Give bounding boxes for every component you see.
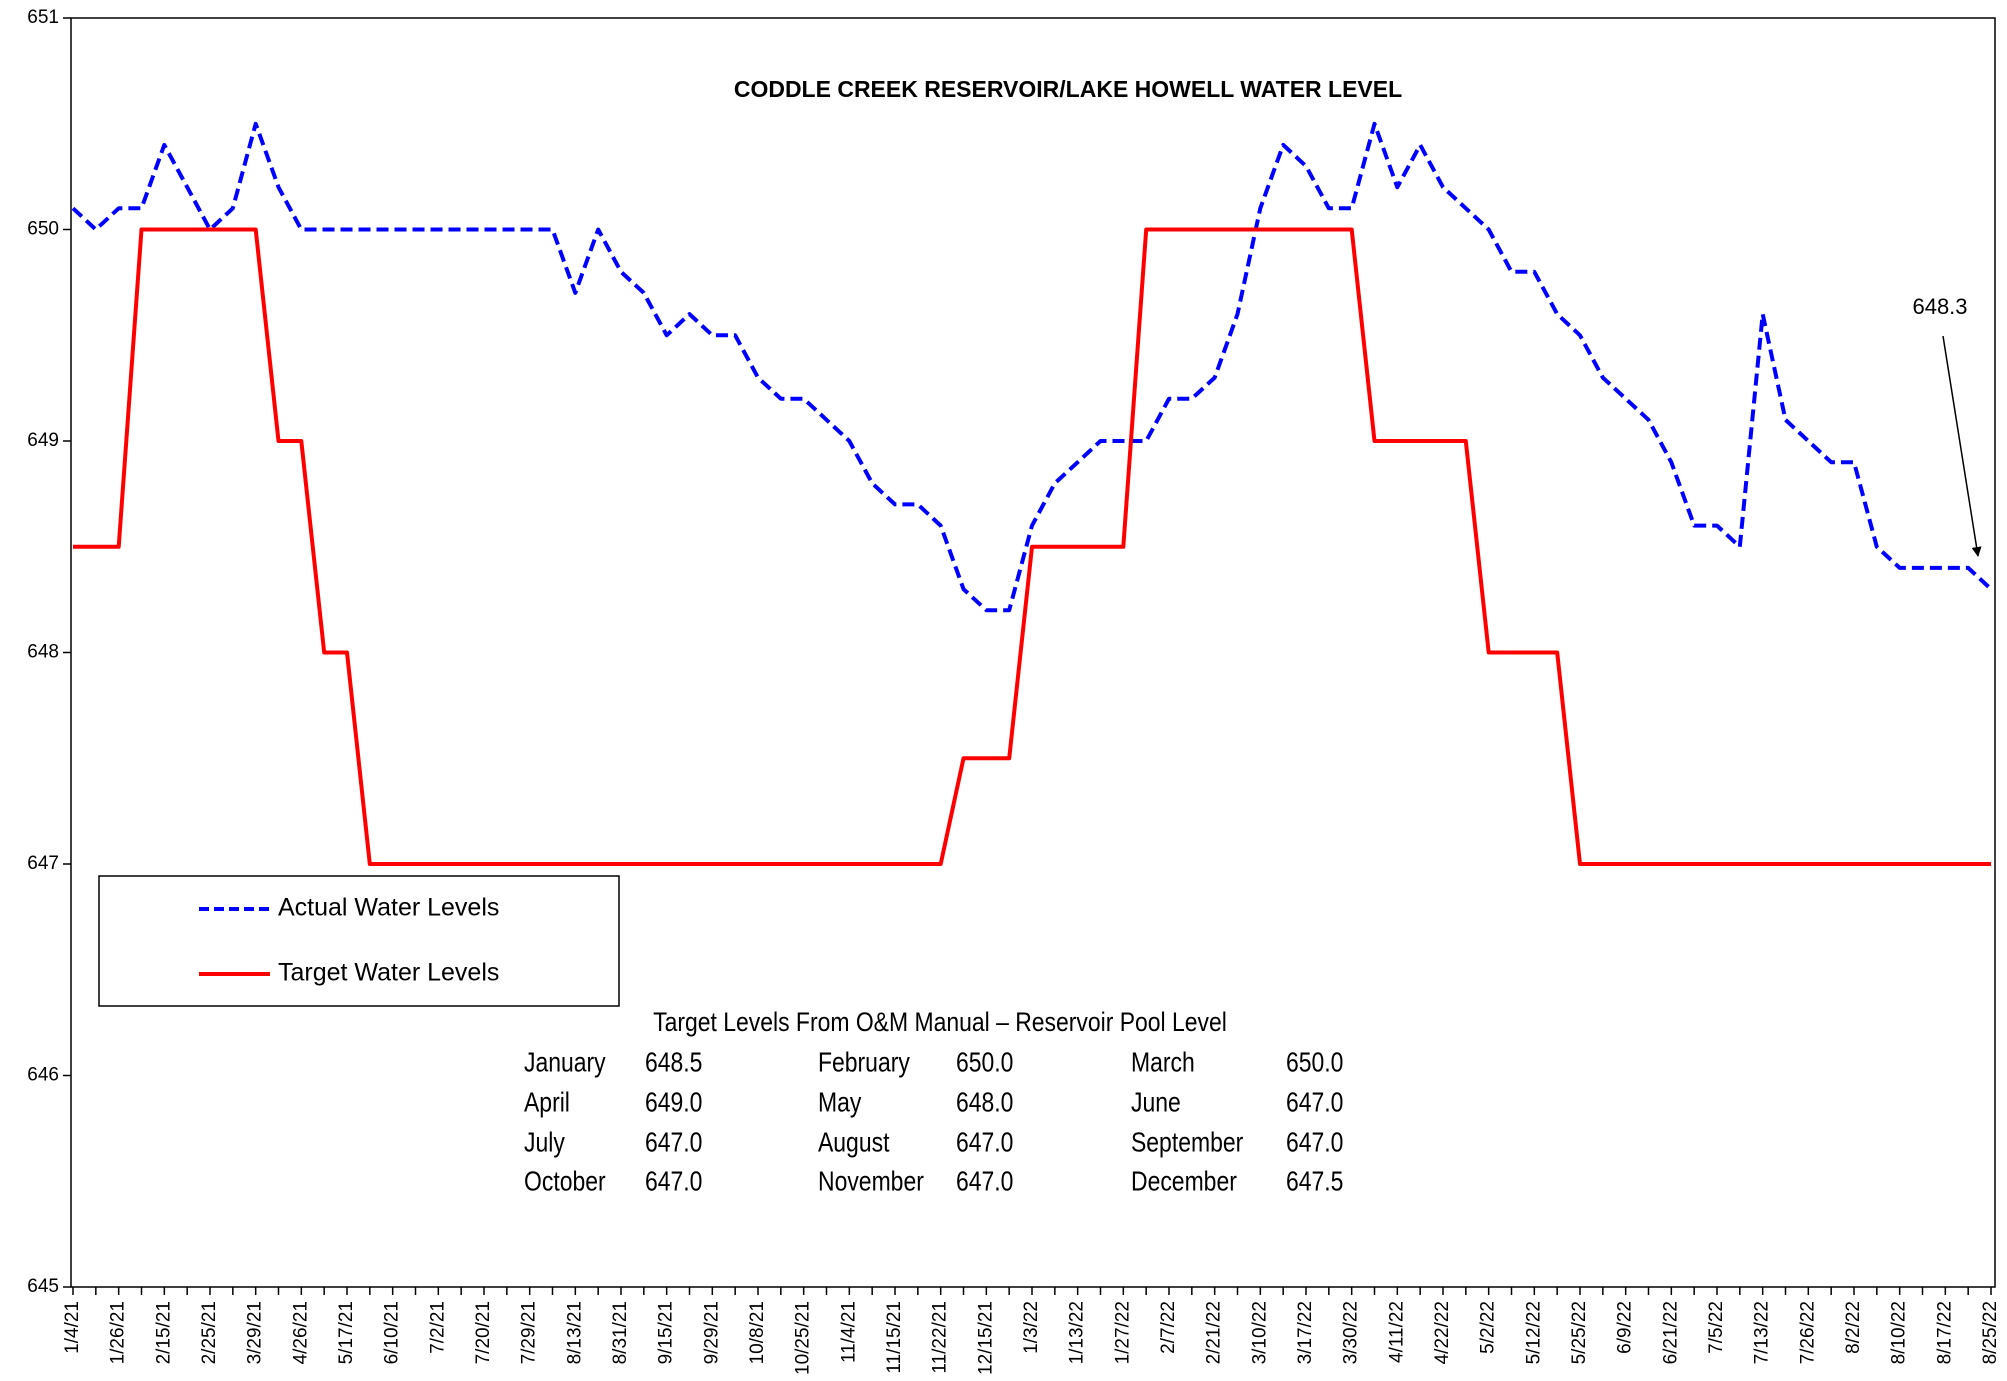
x-tick-label: 3/17/22 <box>1295 1301 1316 1364</box>
series-line <box>71 121 1993 613</box>
x-tick-label: 3/29/21 <box>245 1301 266 1364</box>
legend-box <box>98 875 620 1007</box>
annotation: 648.3 <box>1912 294 1967 319</box>
note-cell: 647.0 <box>645 1166 702 1197</box>
note-cell: 650.0 <box>1286 1047 1343 1078</box>
plot-frame <box>70 17 1996 1288</box>
chart-title: CODDLE CREEK RESERVOIR/LAKE HOWELL WATER… <box>734 76 1402 102</box>
x-tick-label: 8/25/22 <box>1980 1301 2001 1364</box>
x-tick-label: 5/25/22 <box>1569 1301 1590 1364</box>
y-tick-label: 647 <box>27 853 59 874</box>
note-cell: January <box>524 1047 606 1078</box>
x-tick-label: 6/21/22 <box>1660 1301 1681 1364</box>
x-tick-label: 10/8/21 <box>747 1301 768 1364</box>
x-tick-label: 1/26/21 <box>108 1301 129 1364</box>
annotation-arrow <box>1942 335 1982 557</box>
x-tick-label: 7/20/21 <box>473 1301 494 1364</box>
x-tick-label: 2/25/21 <box>199 1301 220 1364</box>
note-cell: July <box>524 1127 565 1158</box>
x-tick-label: 8/2/22 <box>1843 1301 1864 1354</box>
note-cell: October <box>524 1166 606 1197</box>
y-tick-label: 648 <box>27 642 59 663</box>
x-tick-label: 3/30/22 <box>1341 1301 1362 1364</box>
note-cell: 647.0 <box>1286 1087 1343 1118</box>
note-title: Target Levels From O&M Manual – Reservoi… <box>653 1007 1227 1037</box>
x-tick-label: 4/22/22 <box>1432 1301 1453 1364</box>
x-tick-label: 6/9/22 <box>1615 1301 1636 1354</box>
x-tick-label: 1/27/22 <box>1112 1301 1133 1364</box>
note-cell: August <box>818 1127 889 1158</box>
series-line <box>73 227 1991 866</box>
legend-label: Actual Water Levels <box>278 894 499 922</box>
x-tick-label: 10/25/21 <box>793 1301 814 1375</box>
x-tick-label: 3/10/22 <box>1249 1301 1270 1364</box>
x-tick-label: 5/17/21 <box>336 1301 357 1364</box>
x-tick-label: 4/11/22 <box>1386 1301 1407 1363</box>
x-tick-label: 1/13/22 <box>1067 1301 1088 1364</box>
x-tick-label: 11/15/21 <box>884 1301 905 1374</box>
note-cell: February <box>818 1047 910 1078</box>
y-tick-label: 650 <box>27 219 59 240</box>
x-tick-label: 9/15/21 <box>656 1301 677 1364</box>
x-tick-label: 12/15/21 <box>975 1301 996 1375</box>
x-tick-label: 2/15/21 <box>153 1301 174 1364</box>
y-tick-label: 649 <box>27 430 59 451</box>
x-tick-label: 6/10/21 <box>382 1301 403 1364</box>
note-cell: November <box>818 1166 924 1197</box>
note-cell: 648.0 <box>956 1087 1013 1118</box>
x-tick-label: 9/29/21 <box>701 1301 722 1364</box>
x-tick-label: 8/13/21 <box>564 1301 585 1364</box>
x-tick-label: 1/3/22 <box>1021 1301 1042 1354</box>
x-tick-label: 7/5/22 <box>1706 1301 1727 1354</box>
note-cell: May <box>818 1087 862 1118</box>
x-tick-label: 8/31/21 <box>610 1301 631 1364</box>
x-tick-label: 4/26/21 <box>290 1301 311 1364</box>
note-cell: March <box>1131 1047 1195 1078</box>
note-cell: 647.0 <box>645 1127 702 1158</box>
note-cell: 648.5 <box>645 1047 702 1078</box>
x-tick-label: 1/4/21 <box>62 1301 83 1354</box>
x-tick-label: 8/10/22 <box>1889 1301 1910 1364</box>
y-tick-label: 645 <box>27 1276 59 1297</box>
x-tick-label: 7/2/21 <box>427 1301 448 1354</box>
note-cell: December <box>1131 1166 1237 1197</box>
note-cell: June <box>1131 1087 1181 1118</box>
note-cell: 650.0 <box>956 1047 1013 1078</box>
note-cell: April <box>524 1087 570 1118</box>
x-tick-label: 11/4/21 <box>838 1301 859 1363</box>
x-tick-label: 8/17/22 <box>1934 1301 1955 1364</box>
note-cell: 647.5 <box>1286 1166 1343 1197</box>
legend-label: Target Water Levels <box>278 959 499 987</box>
x-tick-label: 11/22/21 <box>930 1301 951 1374</box>
note-cell: 649.0 <box>645 1087 702 1118</box>
x-tick-label: 2/21/22 <box>1204 1301 1225 1364</box>
note-cell: September <box>1131 1127 1244 1158</box>
y-tick-label: 651 <box>27 7 59 28</box>
x-tick-label: 5/2/22 <box>1478 1301 1499 1354</box>
x-tick-label: 2/7/22 <box>1158 1301 1179 1354</box>
x-tick-label: 7/29/21 <box>519 1301 540 1364</box>
note-cell: 647.0 <box>956 1166 1013 1197</box>
x-tick-label: 7/26/22 <box>1797 1301 1818 1364</box>
x-tick-label: 5/12/22 <box>1523 1301 1544 1364</box>
x-tick-label: 7/13/22 <box>1752 1301 1773 1364</box>
note-cell: 647.0 <box>1286 1127 1343 1158</box>
y-tick-label: 646 <box>27 1065 59 1086</box>
note-cell: 647.0 <box>956 1127 1013 1158</box>
